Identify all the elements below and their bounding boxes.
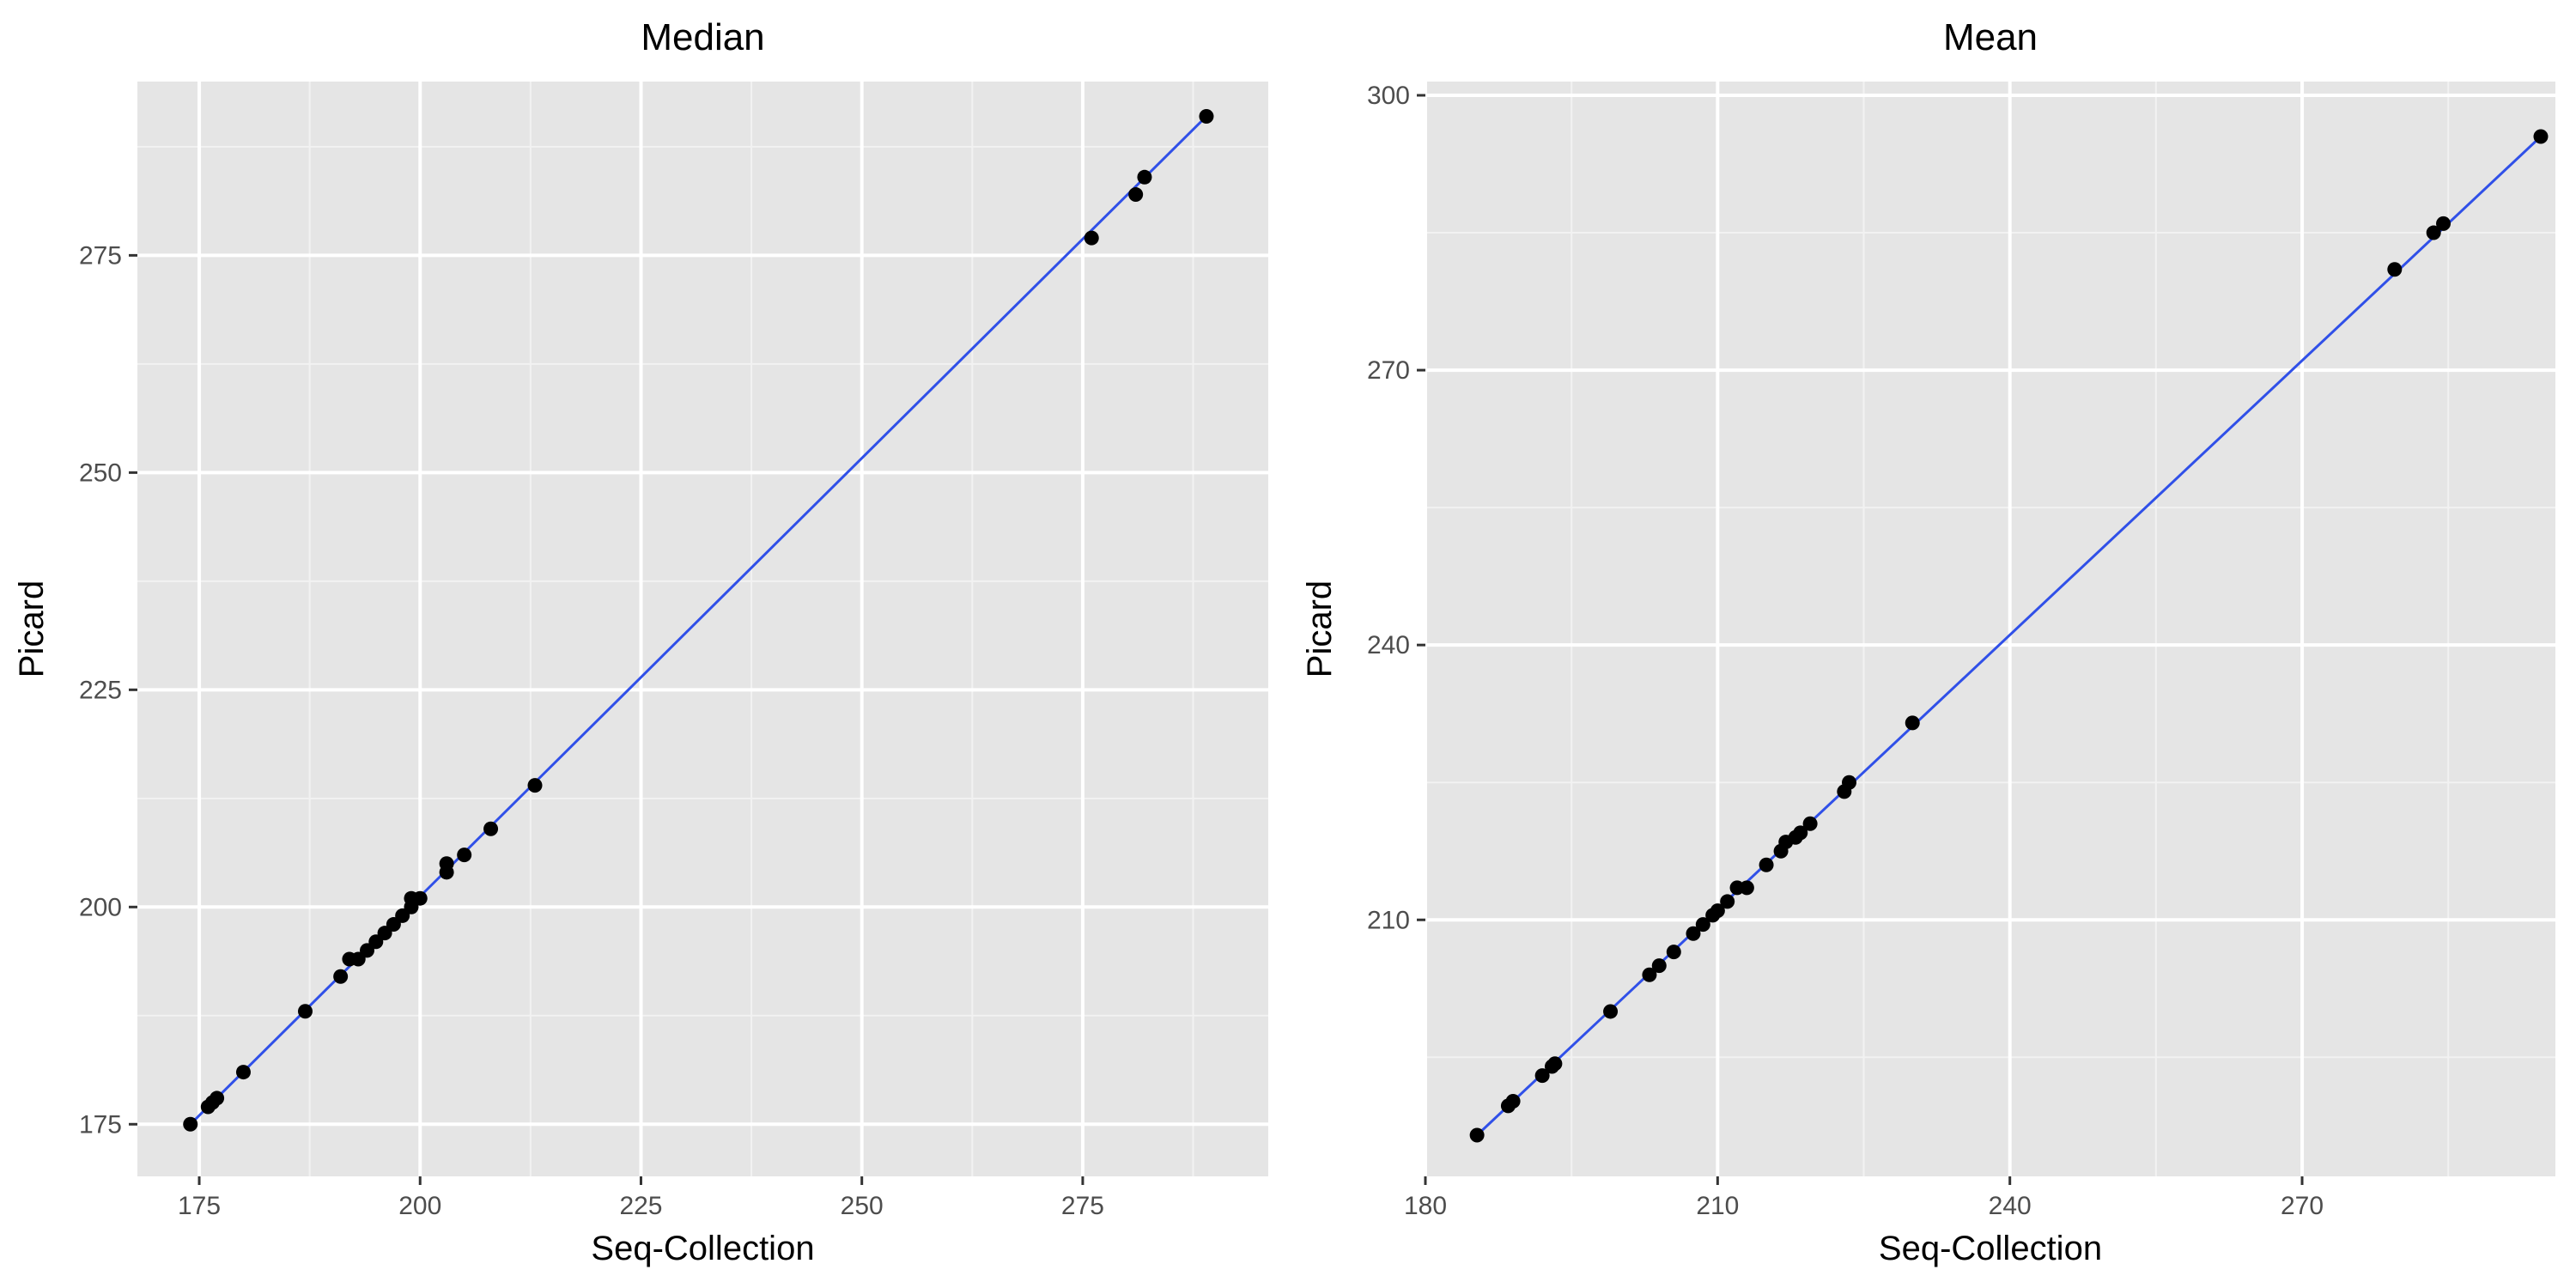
- mean-y-tick-label: 240: [1367, 631, 1410, 659]
- mean-data-point: [1842, 775, 1856, 790]
- mean-data-point: [1534, 1068, 1550, 1084]
- median-x-tick-label: 200: [398, 1192, 441, 1220]
- median-data-point: [1199, 108, 1214, 124]
- median-data-point: [297, 1004, 313, 1019]
- median-data-point: [183, 1116, 198, 1132]
- mean-y-axis-title: Picard: [1301, 580, 1339, 677]
- mean-grid: [1424, 82, 2555, 1176]
- mean-data-point: [1651, 958, 1667, 974]
- median-grid: [137, 82, 1268, 1176]
- mean-y-tick-label: 210: [1367, 906, 1410, 934]
- mean-x-tick-label: 270: [2281, 1192, 2324, 1220]
- mean-data-point: [2533, 129, 2549, 144]
- mean-data-point: [2436, 216, 2451, 231]
- median-y-tick-label: 200: [79, 893, 122, 921]
- median-data-point: [333, 969, 349, 984]
- median-data-point: [439, 856, 454, 872]
- median-data-point: [412, 890, 428, 906]
- median-y-tick-label: 275: [79, 241, 122, 270]
- mean-data-point: [1802, 816, 1818, 831]
- mean-data-point: [1505, 1094, 1521, 1109]
- mean-y-tick-label: 270: [1367, 356, 1410, 385]
- mean-title: Mean: [1943, 16, 2038, 58]
- median-y-ticks: 175 200 225 250 275: [79, 241, 137, 1139]
- mean-data-point: [1793, 825, 1808, 841]
- mean-plot-background: [1425, 82, 2555, 1176]
- mean-x-tick-label: 240: [1989, 1192, 2032, 1220]
- mean-data-point: [1720, 894, 1735, 909]
- median-data-point: [483, 821, 499, 836]
- median-x-axis-title: Seq-Collection: [591, 1230, 814, 1267]
- median-x-tick-label: 175: [178, 1192, 221, 1220]
- median-data-point: [1137, 169, 1152, 185]
- mean-y-tick-label: 300: [1367, 82, 1410, 110]
- median-points: [183, 108, 1214, 1132]
- median-data-point: [457, 848, 472, 863]
- mean-data-point: [2426, 225, 2441, 240]
- mean-points: [1469, 129, 2549, 1143]
- median-data-point: [1128, 187, 1144, 203]
- median-x-tick-label: 275: [1061, 1192, 1104, 1220]
- mean-y-ticks: 210 240 270 300: [1367, 82, 1425, 934]
- mean-data-point: [1739, 880, 1754, 896]
- median-data-point: [1084, 230, 1099, 246]
- median-x-tick-label: 225: [619, 1192, 662, 1220]
- mean-data-point: [1603, 1004, 1619, 1019]
- mean-data-point: [1469, 1127, 1485, 1143]
- mean-x-ticks: 180 210 240 270: [1404, 1176, 2324, 1220]
- mean-x-tick-label: 180: [1404, 1192, 1447, 1220]
- median-y-tick-label: 225: [79, 676, 122, 704]
- median-y-tick-label: 250: [79, 459, 122, 487]
- median-data-point: [235, 1065, 251, 1080]
- median-title: Median: [641, 16, 764, 58]
- median-data-point: [527, 778, 543, 793]
- mean-data-point: [1710, 903, 1725, 919]
- mean-x-tick-label: 210: [1696, 1192, 1739, 1220]
- mean-x-axis-title: Seq-Collection: [1879, 1230, 2102, 1267]
- mean-data-point: [2387, 262, 2403, 277]
- mean-data-point: [1686, 926, 1701, 941]
- median-x-tick-label: 250: [841, 1192, 884, 1220]
- median-plot-background: [137, 82, 1268, 1176]
- mean-data-point: [1642, 967, 1657, 982]
- median-x-ticks: 175 200 225 250 275: [178, 1176, 1104, 1220]
- median-panel: Median 175 200 225 250 275 175 200 225 250 275 S…: [13, 16, 1268, 1267]
- median-y-axis-title: Picard: [13, 580, 51, 677]
- mean-data-point: [1695, 917, 1710, 933]
- mean-panel: Mean 180 210 240 270 210 240 270 300 Seq-Colle…: [1301, 16, 2555, 1267]
- mean-data-point: [1905, 715, 1920, 731]
- mean-data-point: [1547, 1056, 1563, 1072]
- median-y-tick-label: 175: [79, 1110, 122, 1139]
- median-data-point: [210, 1091, 225, 1106]
- mean-data-point: [1759, 857, 1774, 872]
- mean-data-point: [1666, 945, 1681, 960]
